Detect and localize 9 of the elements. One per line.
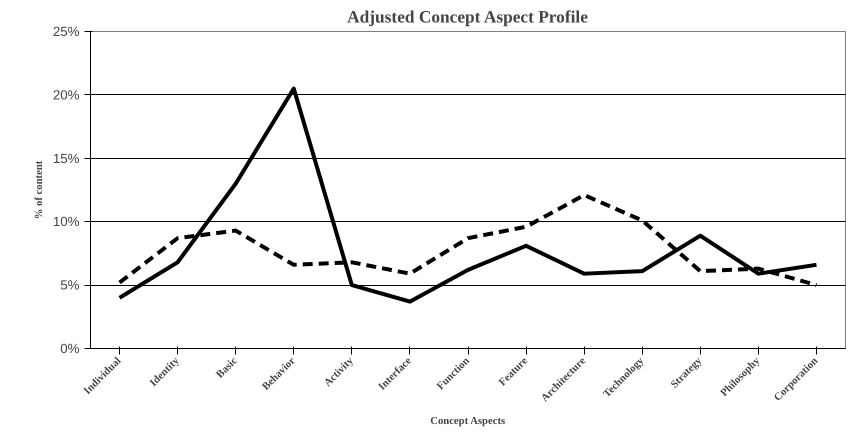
y-tick-label: 5%	[60, 278, 80, 293]
y-tick-label: 10%	[52, 214, 80, 230]
x-axis-title: Concept Aspects	[430, 416, 506, 428]
y-axis-title: % of content	[34, 160, 45, 220]
y-tick-label: 20%	[52, 87, 80, 102]
y-tick-label: 25%	[52, 24, 80, 39]
chart-title: Adjusted Concept Aspect Profile	[347, 8, 588, 26]
y-tick-label: 0%	[60, 341, 80, 356]
y-tick-label: 15%	[52, 150, 80, 166]
